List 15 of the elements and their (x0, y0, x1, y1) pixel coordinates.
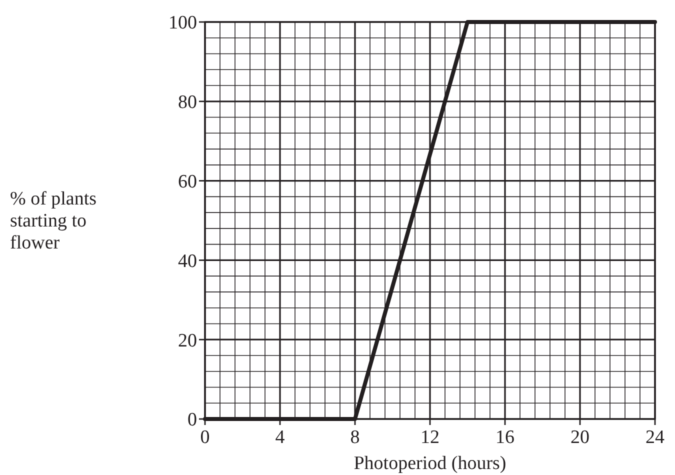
y-axis-title: % of plants starting to flower (10, 188, 97, 254)
y-tick-label: 40 (178, 250, 197, 272)
x-tick-label: 24 (646, 427, 665, 448)
x-tick-label: 16 (496, 427, 514, 448)
y-tick-label: 0 (188, 410, 197, 431)
y-tick-label: 80 (178, 92, 197, 114)
x-tick-label: 0 (200, 427, 210, 448)
x-tick-label: 20 (570, 427, 590, 448)
x-tick-label: 4 (275, 427, 286, 448)
x-axis-title: Photoperiod (hours) (354, 453, 506, 474)
y-tick-label: 60 (178, 171, 197, 192)
y-tick-label: 100 (168, 12, 197, 34)
x-tick-label: 8 (350, 427, 360, 448)
x-tick-label: 12 (420, 427, 440, 448)
y-tick-label: 20 (178, 330, 197, 352)
